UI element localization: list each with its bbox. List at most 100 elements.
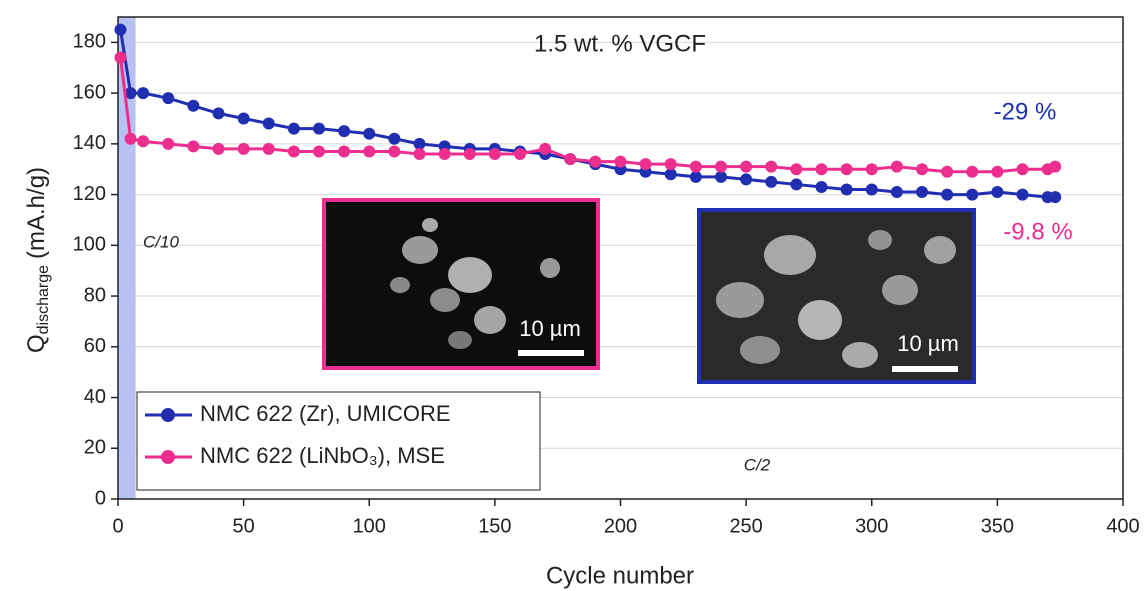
data-point	[890, 160, 903, 173]
legend-label: NMC 622 (Zr), UMICORE	[200, 401, 451, 426]
annotation: 1.5 wt. % VGCF	[534, 30, 706, 57]
data-point	[313, 145, 325, 158]
annotation: -29 %	[994, 98, 1057, 125]
data-point	[338, 125, 351, 138]
data-point	[114, 51, 127, 64]
data-point	[187, 99, 200, 112]
data-point	[212, 107, 225, 120]
x-tick-label: 100	[353, 515, 386, 537]
y-tick-label: 120	[73, 183, 106, 205]
data-point	[262, 142, 275, 155]
data-point	[589, 155, 602, 168]
data-point	[890, 186, 903, 199]
data-point	[840, 163, 853, 176]
data-point	[114, 23, 127, 36]
data-point	[1049, 160, 1062, 173]
y-axis-title: Qdischarge (mA.h/g)	[23, 167, 52, 353]
data-point	[689, 160, 702, 173]
data-point	[388, 145, 401, 158]
data-point	[137, 135, 150, 148]
data-point	[991, 186, 1004, 199]
data-point	[237, 142, 250, 155]
plot-frame	[117, 16, 1124, 500]
x-tick-label: 350	[981, 515, 1014, 537]
x-tick-label: 50	[233, 515, 255, 537]
y-tick-label: 140	[73, 132, 106, 154]
data-point	[212, 142, 225, 155]
data-point	[162, 92, 175, 105]
data-point	[991, 165, 1004, 178]
data-point	[916, 186, 928, 199]
data-point	[363, 145, 376, 158]
data-point	[941, 188, 954, 201]
series-line	[119, 57, 1056, 174]
data-point	[388, 132, 401, 145]
data-point	[187, 140, 200, 153]
annotation: C/10	[143, 232, 179, 251]
data-point	[916, 163, 928, 176]
legend: NMC 622 (Zr), UMICORE NMC 622 (LiNbO₃), M…	[136, 391, 541, 491]
x-axis-title: Cycle number	[546, 562, 694, 589]
annotation: -9.8 %	[1003, 218, 1072, 245]
data-point	[363, 127, 376, 140]
data-point	[966, 165, 979, 178]
y-title-unit: (mA.h/g)	[23, 167, 50, 259]
x-tick-label: 250	[729, 515, 762, 537]
data-point	[614, 155, 627, 168]
data-point	[815, 180, 828, 193]
data-point	[162, 137, 175, 150]
y-tick-label: 60	[84, 335, 106, 357]
data-point	[438, 147, 451, 160]
data-point	[664, 158, 677, 171]
data-point	[287, 145, 300, 158]
data-point	[715, 160, 727, 173]
data-point	[639, 158, 652, 171]
data-point	[715, 170, 727, 183]
inset-pink	[322, 198, 600, 370]
x-tick-label: 0	[112, 515, 123, 537]
x-tick-label: 300	[855, 515, 888, 537]
annotation: 10 µm	[519, 316, 581, 341]
data-point	[237, 112, 250, 125]
data-point	[413, 137, 426, 150]
data-point	[664, 168, 677, 181]
data-point	[865, 183, 878, 196]
legend-marker	[161, 450, 175, 464]
data-point	[413, 147, 426, 160]
data-point	[765, 175, 778, 188]
y-tick-label: 20	[84, 437, 106, 459]
x-tick-label: 400	[1106, 515, 1139, 537]
x-tick-label: 150	[478, 515, 511, 537]
data-point	[689, 170, 702, 183]
data-point	[488, 147, 501, 160]
y-tick-label: 80	[84, 284, 106, 306]
data-point	[287, 122, 300, 135]
data-point	[790, 163, 803, 176]
annotation: 10 µm	[897, 331, 959, 356]
y-tick-label: 160	[73, 81, 106, 103]
data-point	[463, 147, 476, 160]
data-point	[966, 188, 979, 201]
data-point	[539, 142, 552, 155]
data-point	[941, 165, 954, 178]
y-tick-label: 40	[84, 386, 106, 408]
data-point	[137, 87, 150, 100]
data-point	[338, 145, 351, 158]
data-point	[1049, 191, 1062, 204]
data-point	[815, 163, 828, 176]
data-point	[124, 132, 137, 145]
legend-marker	[161, 408, 175, 422]
annotation: C/2	[744, 455, 771, 474]
x-tick-label: 200	[604, 515, 637, 537]
data-point	[1016, 188, 1029, 201]
y-tick-label: 100	[73, 234, 106, 256]
y-title-main: Q	[23, 334, 50, 353]
data-point	[313, 122, 325, 135]
data-point	[514, 147, 526, 160]
data-point	[840, 183, 853, 196]
legend-box	[136, 391, 541, 491]
data-point	[865, 163, 878, 176]
data-point	[765, 160, 778, 173]
data-point	[124, 87, 137, 100]
